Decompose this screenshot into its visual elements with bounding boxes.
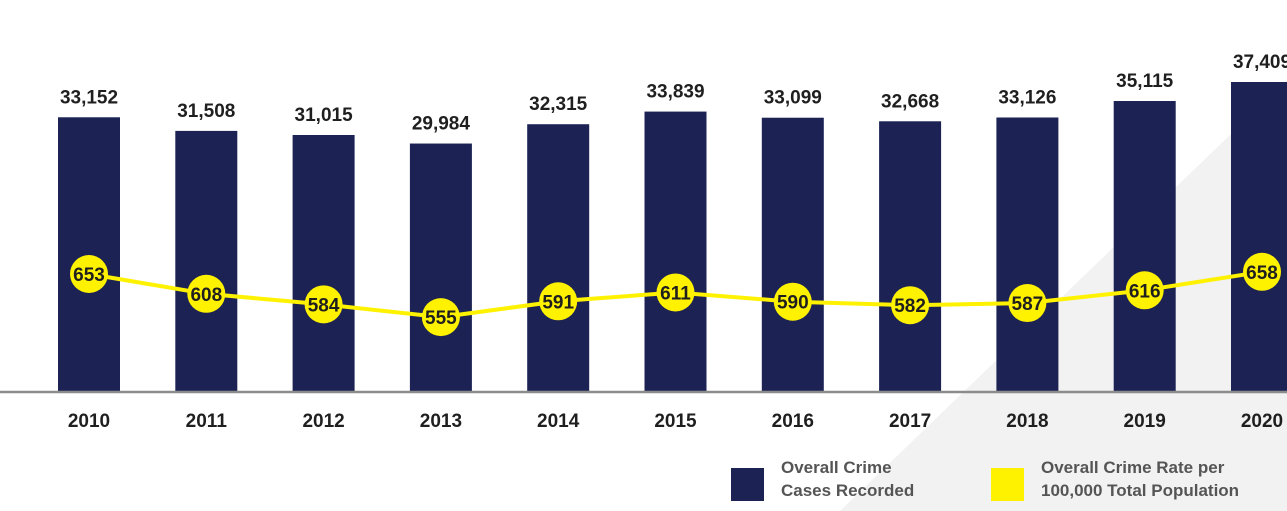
year-labels-layer: 2010 2011 2012 2013 2014 2015 2016 2017 2018 2019… (68, 411, 1283, 432)
x-tick-label-2012: 2012 (302, 411, 344, 432)
legend-label-cases: Overall Crime Cases Recorded (781, 456, 1011, 502)
rate-value-label-2018: 587 (1012, 294, 1044, 315)
bars-layer (58, 82, 1287, 393)
rate-marker-2019 (1125, 271, 1164, 310)
bar-value-label-2014: 32,315 (529, 94, 588, 115)
legend-label-cases-line1: Overall Crime (781, 458, 892, 477)
bar-value-label-2016: 33,099 (764, 88, 822, 109)
rate-marker-2014 (539, 282, 578, 321)
bar-value-label-2011: 31,508 (177, 101, 235, 122)
bar-value-label-2013: 29,984 (412, 114, 471, 135)
rate-value-label-2010: 653 (73, 265, 105, 286)
rate-line-layer: 653 608 584 555 591 611 590 582 587 616 658 (70, 252, 1281, 337)
bar-value-label-2017: 32,668 (881, 91, 939, 112)
rate-value-label-2016: 590 (777, 293, 809, 314)
bar-value-label-2020: 37,409 (1233, 52, 1287, 73)
x-tick-label-2014: 2014 (537, 411, 580, 432)
rate-marker-2016 (773, 282, 812, 321)
rate-marker-2017 (891, 286, 930, 325)
bar-labels-layer: 33,152 31,508 31,015 29,984 32,315 33,839 33,0… (60, 52, 1287, 135)
bar-2012 (292, 134, 355, 392)
rate-marker-2020 (1243, 252, 1281, 291)
legend-swatch-cases (731, 468, 764, 501)
bar-2017 (879, 121, 942, 393)
bar-value-label-2018: 33,126 (998, 87, 1056, 108)
x-tick-label-2017: 2017 (889, 411, 931, 432)
rate-marker-2012 (304, 285, 343, 324)
rate-value-label-2012: 584 (308, 295, 340, 316)
rate-value-label-2020: 658 (1246, 263, 1278, 284)
rate-marker-2015 (656, 273, 695, 312)
bar-2018 (996, 117, 1059, 393)
legend-item-cases: Overall Crime Cases Recorded (731, 456, 1011, 502)
rate-value-label-2013: 555 (425, 308, 457, 329)
bar-value-label-2015: 33,839 (646, 82, 704, 103)
legend-item-rate: Overall Crime Rate per 100,000 Total Pop… (991, 456, 1271, 502)
bar-2011 (175, 130, 238, 392)
bar-2010 (58, 117, 120, 393)
rate-value-label-2017: 582 (894, 296, 926, 317)
rate-marker-2010 (70, 255, 108, 293)
rate-value-label-2011: 608 (190, 285, 222, 306)
x-tick-label-2011: 2011 (186, 411, 228, 432)
rate-value-label-2019: 616 (1129, 281, 1161, 302)
x-tick-label-2018: 2018 (1006, 411, 1048, 432)
rate-value-label-2014: 591 (542, 292, 574, 313)
bar-2013 (409, 143, 472, 392)
legend-label-cases-line2: Cases Recorded (781, 481, 915, 500)
rate-marker-2013 (421, 298, 460, 337)
x-tick-label-2013: 2013 (420, 411, 462, 432)
legend-label-rate-line2: 100,000 Total Population (1041, 481, 1240, 500)
bar-2014 (527, 124, 590, 393)
rate-value-label-2015: 611 (660, 283, 691, 304)
bar-2015 (644, 111, 707, 392)
bar-value-label-2012: 31,015 (295, 105, 354, 126)
x-tick-label-2019: 2019 (1124, 411, 1166, 432)
legend-label-rate-line1: Overall Crime Rate per (1041, 458, 1225, 477)
legend-label-rate: Overall Crime Rate per 100,000 Total Pop… (1041, 456, 1271, 502)
bar-2020 (1231, 82, 1287, 392)
bar-2016 (761, 117, 824, 392)
bar-2019 (1113, 101, 1176, 393)
bar-value-label-2019: 35,115 (1116, 71, 1173, 92)
rate-marker-2011 (187, 274, 226, 313)
x-tick-label-2020: 2020 (1241, 411, 1283, 432)
legend-swatch-rate (991, 468, 1024, 501)
bar-value-label-2010: 33,152 (60, 87, 118, 108)
x-tick-label-2015: 2015 (654, 411, 697, 432)
x-tick-label-2010: 2010 (68, 411, 110, 432)
rate-marker-2018 (1008, 284, 1047, 323)
x-tick-label-2016: 2016 (772, 411, 814, 432)
